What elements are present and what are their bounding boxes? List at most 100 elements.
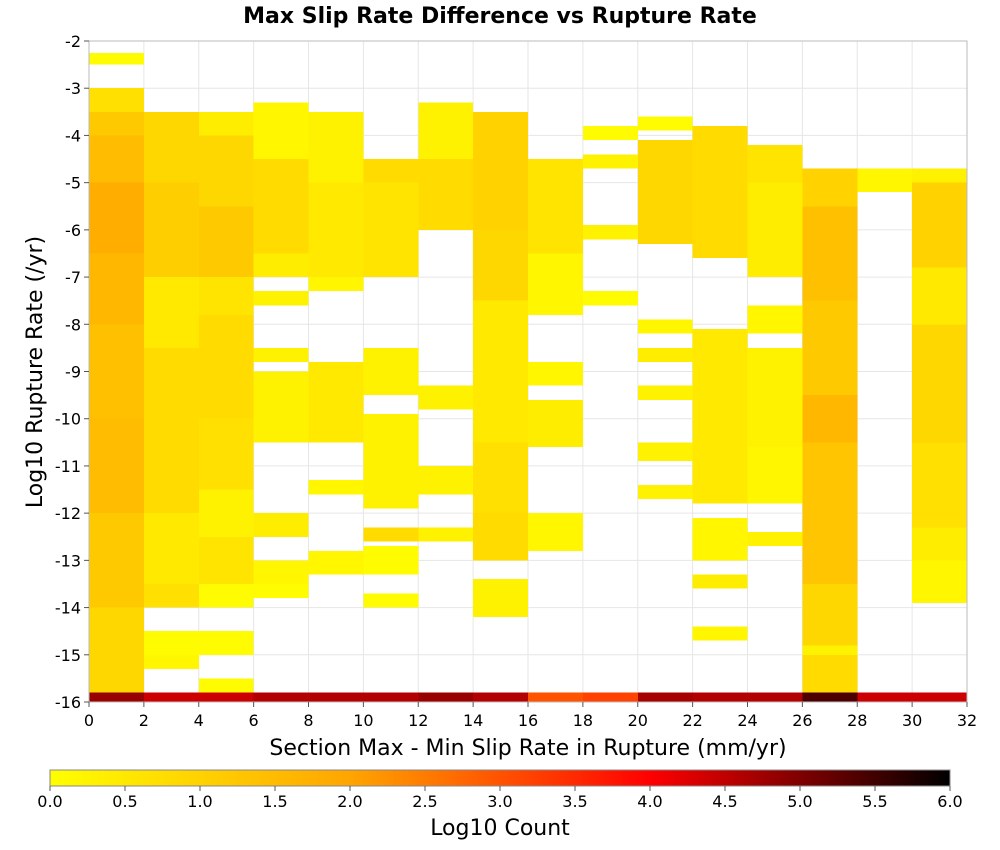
heatmap-cell — [198, 692, 254, 702]
y-tick-label: -10 — [55, 410, 81, 429]
heatmap-cell — [143, 583, 199, 608]
heatmap-cell — [418, 465, 474, 495]
heatmap-cell — [418, 159, 474, 230]
heatmap-cell — [802, 395, 858, 443]
chart-title: Max Slip Rate Difference vs Rupture Rate — [243, 4, 757, 29]
heatmap-cell — [473, 300, 528, 443]
y-tick-label: -6 — [65, 221, 81, 240]
x-tick-label: 22 — [682, 711, 702, 730]
heatmap-cell — [473, 513, 528, 561]
y-tick-label: -9 — [65, 363, 81, 382]
heatmap-cell — [253, 371, 309, 443]
heatmap-cell — [89, 418, 144, 514]
heatmap-cell — [857, 168, 913, 193]
heatmap-cell — [89, 135, 144, 183]
x-tick-label: 32 — [957, 711, 977, 730]
heatmap-cell — [747, 305, 803, 334]
heatmap-cells — [89, 52, 967, 702]
heatmap-cell — [473, 692, 528, 702]
heatmap-cell — [253, 513, 309, 537]
heatmap-cell — [912, 692, 967, 702]
heatmap-cell — [418, 385, 474, 410]
heatmap-cell — [692, 574, 748, 589]
heatmap-cell — [418, 102, 474, 160]
heatmap-cell — [802, 583, 858, 646]
heatmap-cell — [308, 362, 364, 443]
heatmap-cell — [747, 692, 803, 702]
x-tick-label: 2 — [139, 711, 149, 730]
heatmap-cell — [582, 125, 638, 141]
heatmap-cell — [692, 626, 748, 641]
heatmap-cell — [253, 583, 309, 599]
heatmap-cell — [198, 631, 254, 655]
heatmap-cell — [473, 442, 528, 514]
heatmap-cell — [418, 692, 474, 702]
heatmap-cell — [473, 111, 528, 230]
heatmap-cell — [89, 253, 144, 325]
y-tick-label: -5 — [65, 174, 81, 193]
heatmap-cell — [198, 489, 254, 514]
x-tick-label: 10 — [353, 711, 373, 730]
x-tick-label: 30 — [902, 711, 922, 730]
heatmap-cell — [308, 550, 364, 575]
x-tick-label: 24 — [737, 711, 757, 730]
x-tick-label: 8 — [303, 711, 313, 730]
y-tick-label: -7 — [65, 268, 81, 287]
colorbar-tick-label: 4.5 — [712, 792, 737, 811]
heatmap-cell — [692, 125, 748, 259]
heatmap-cell — [418, 527, 474, 542]
heatmap-cell — [253, 692, 309, 702]
heatmap-cell — [473, 579, 528, 618]
colorbar-tick-label: 0.0 — [37, 792, 62, 811]
heatmap-cell — [89, 692, 144, 702]
heatmap-cell — [912, 442, 967, 528]
heatmap-cell — [143, 631, 199, 655]
heatmap-cell — [363, 527, 419, 542]
heatmap-cell — [528, 253, 583, 315]
heatmap-cell — [363, 159, 419, 183]
heatmap-cell — [143, 692, 199, 702]
heatmap-cell — [637, 116, 693, 131]
x-tick-label: 12 — [408, 711, 428, 730]
heatmap-cell — [89, 111, 144, 136]
heatmap-cell — [143, 654, 199, 669]
heatmap-cell — [253, 253, 309, 278]
heatmap-cell — [637, 319, 693, 334]
heatmap-cell — [198, 111, 254, 136]
heatmap-cell — [802, 168, 858, 207]
heatmap-cell — [912, 267, 967, 325]
heatmap-cell — [802, 442, 858, 584]
heatmap-cell — [528, 362, 583, 386]
heatmap-cell — [198, 513, 254, 537]
heatmap-cell — [747, 532, 803, 547]
heatmap-cell — [747, 347, 803, 448]
y-tick-label: -15 — [55, 646, 81, 665]
colorbar-tick-label: 5.5 — [862, 792, 887, 811]
heatmap-cell — [637, 140, 693, 245]
colorbar-tick-label: 4.0 — [637, 792, 662, 811]
heatmap-cell — [308, 480, 364, 495]
heatmap-cell — [198, 583, 254, 608]
colorbar-tick-label: 3.5 — [562, 792, 587, 811]
x-axis-ticks: 0 2 4 6 8 10 12 14 16 18 20 22 24 26 28 30 32 — [84, 702, 977, 730]
heatmap-cell — [198, 418, 254, 490]
heatmap-cell — [198, 536, 254, 584]
heatmap-cell — [582, 225, 638, 240]
heatmap-cell — [253, 347, 309, 363]
colorbar-tick-label: 6.0 — [937, 792, 962, 811]
heatmap-cell — [89, 324, 144, 419]
y-tick-label: -11 — [55, 457, 81, 476]
colorbar-ticks: 0.0 0.5 1.0 1.5 2.0 2.5 3.0 3.5 4.0 4.5 5.0 5.5 6.0 — [37, 786, 963, 811]
heatmap-cell — [308, 111, 364, 183]
y-tick-label: -16 — [55, 693, 81, 712]
x-tick-label: 26 — [792, 711, 812, 730]
heatmap-cell — [363, 546, 419, 575]
y-tick-label: -13 — [55, 551, 81, 570]
heatmap-cell — [692, 692, 748, 702]
x-tick-label: 18 — [573, 711, 593, 730]
heatmap-cell — [637, 347, 693, 363]
x-tick-label: 16 — [518, 711, 538, 730]
heatmap-cell — [802, 654, 858, 693]
heatmap-cell — [912, 527, 967, 561]
